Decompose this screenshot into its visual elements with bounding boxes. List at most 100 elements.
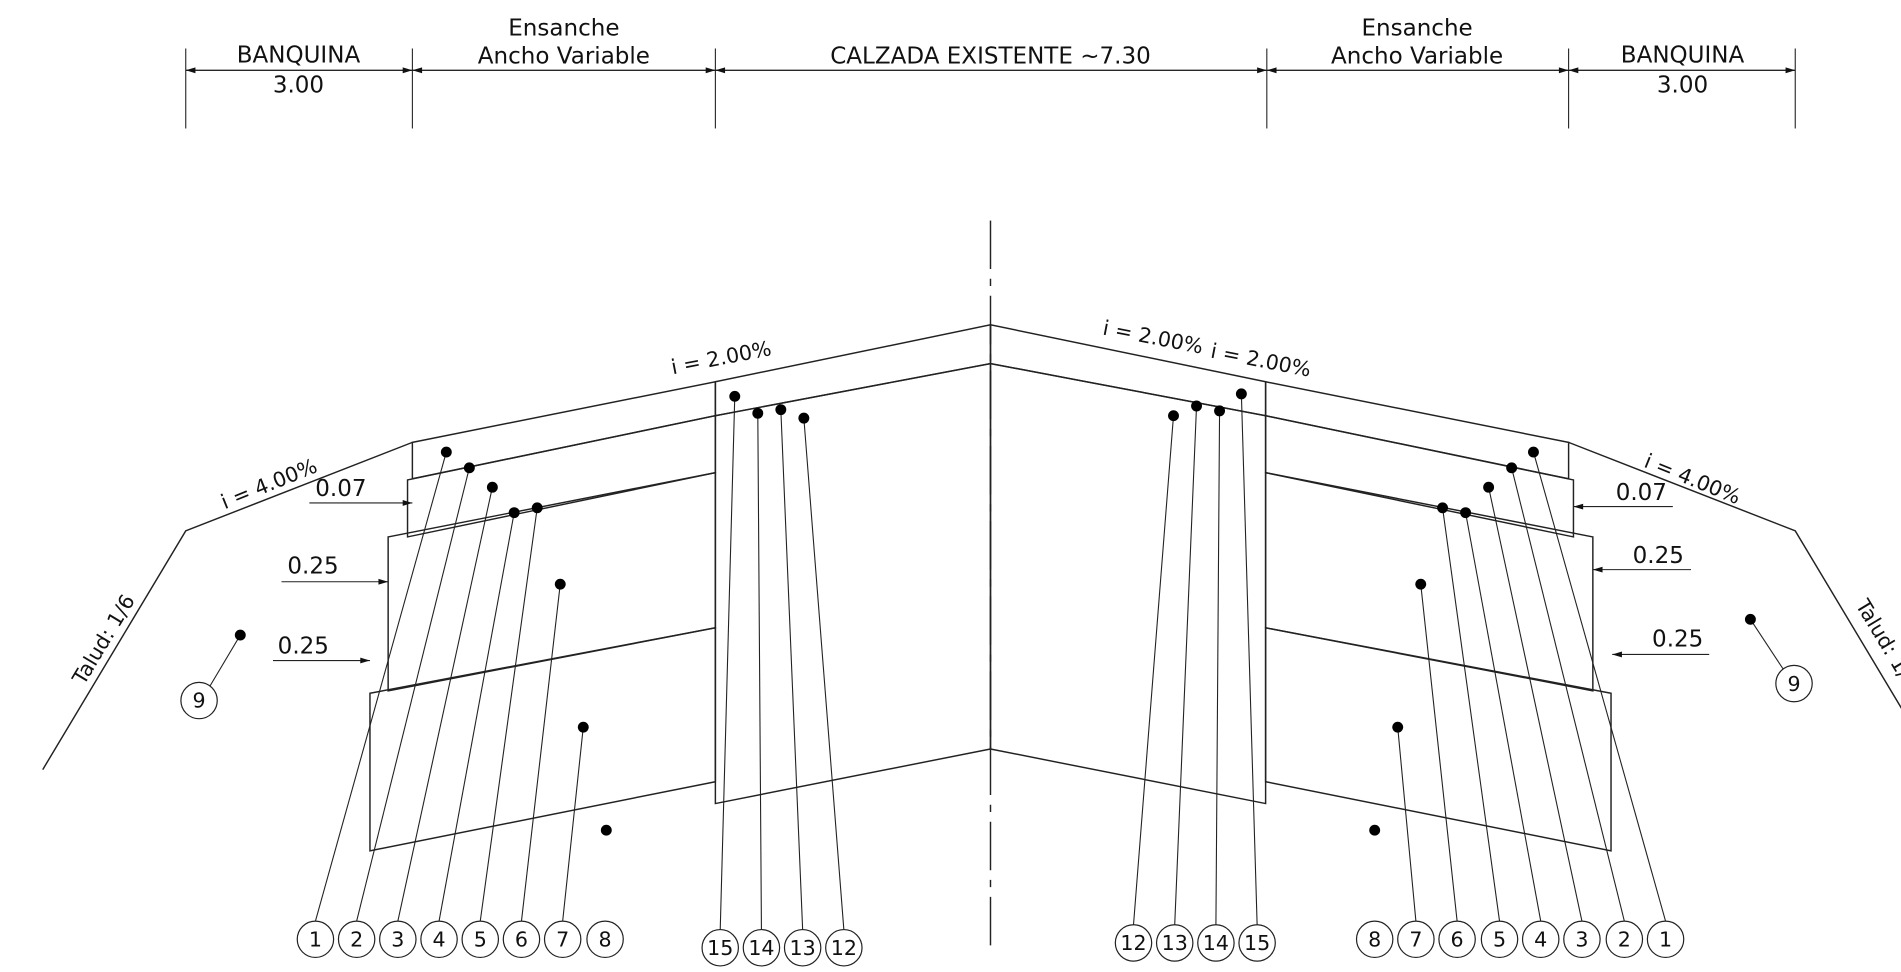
callout-number: 3 bbox=[391, 927, 404, 951]
callout-dot bbox=[1191, 400, 1202, 412]
callout-leader bbox=[719, 396, 736, 930]
callout-leader bbox=[1420, 584, 1458, 922]
thickness-label: 0.25 bbox=[278, 634, 329, 660]
callout-dot bbox=[1528, 446, 1539, 458]
callout-leader bbox=[438, 512, 515, 922]
dim-title: Ensanche bbox=[1361, 16, 1472, 42]
callout-dot bbox=[1168, 410, 1179, 422]
callout-number: 5 bbox=[1493, 927, 1506, 951]
callout-dot bbox=[1235, 388, 1247, 400]
dim-value: Ancho Variable bbox=[478, 43, 650, 69]
callout-number: 14 bbox=[748, 936, 774, 960]
callout-circle bbox=[461, 920, 500, 959]
callout-number: 15 bbox=[707, 936, 733, 960]
callout-number: 15 bbox=[1244, 931, 1270, 955]
callout-dot bbox=[440, 446, 452, 458]
callout-leader bbox=[780, 409, 804, 930]
callout-number: 1 bbox=[309, 927, 322, 951]
callout-leader bbox=[397, 487, 493, 922]
callout-dot bbox=[531, 502, 543, 514]
callout-leader bbox=[1442, 507, 1501, 922]
callout-leader bbox=[1240, 393, 1258, 925]
callout-circle bbox=[1521, 920, 1560, 959]
callout-number: 2 bbox=[1618, 927, 1631, 951]
callout-number: 7 bbox=[1409, 927, 1422, 951]
callout-circle bbox=[1155, 924, 1194, 962]
callout-leader bbox=[209, 634, 241, 687]
callout-circle bbox=[1438, 920, 1476, 959]
dim-value: 3.00 bbox=[273, 73, 324, 99]
dimension-chain: BANQUINA 3.00 Ensanche Ancho Variable CA… bbox=[185, 16, 1796, 129]
callout-dot bbox=[1483, 481, 1495, 493]
callout-leader bbox=[803, 418, 845, 930]
talud-label: Talud: 1/6 bbox=[1850, 594, 1901, 693]
callout-circle bbox=[1775, 664, 1813, 703]
dim-title: Ensanche bbox=[508, 16, 619, 42]
callout-circle bbox=[502, 920, 541, 959]
callout-circle bbox=[1397, 920, 1435, 959]
section-half bbox=[42, 323, 992, 852]
slope-label: i = 2.00% bbox=[1101, 316, 1205, 359]
callout-dot bbox=[577, 721, 589, 733]
callout-dot bbox=[600, 824, 612, 836]
callout-circle bbox=[1114, 924, 1153, 962]
callout-number: 8 bbox=[599, 927, 612, 951]
thickness-label: 0.07 bbox=[1616, 480, 1667, 506]
callout-number: 8 bbox=[1368, 927, 1381, 951]
callout-circle bbox=[1605, 920, 1644, 959]
callout-leader bbox=[1397, 727, 1417, 922]
callout-number: 12 bbox=[831, 936, 857, 960]
callout-circle bbox=[1238, 924, 1276, 962]
callout-dot bbox=[798, 412, 810, 424]
talud-label: Talud: 1/6 bbox=[67, 590, 140, 689]
callout-leader bbox=[1465, 512, 1542, 922]
callout-leader bbox=[1488, 487, 1583, 922]
callout-circle bbox=[1197, 924, 1235, 962]
callout-circle bbox=[586, 920, 624, 959]
callout-leader bbox=[356, 467, 470, 922]
thickness-label: 0.25 bbox=[1652, 626, 1703, 652]
callout-circle bbox=[825, 928, 863, 967]
callout-leader bbox=[1749, 619, 1784, 670]
callout-number: 9 bbox=[1787, 672, 1800, 696]
slope-label: i = 2.00% bbox=[1209, 339, 1313, 382]
callout-number: 5 bbox=[474, 927, 487, 951]
callout-number: 1 bbox=[1659, 927, 1672, 951]
callout-dot bbox=[775, 404, 787, 416]
callout-dot bbox=[1214, 405, 1226, 417]
callout-dot bbox=[1744, 613, 1756, 625]
callout-dot bbox=[1415, 578, 1427, 590]
dim-title: BANQUINA bbox=[1621, 42, 1745, 68]
callout-circle bbox=[180, 681, 218, 720]
callout-dot bbox=[486, 481, 498, 493]
callout-leader bbox=[314, 451, 447, 922]
dim-title: CALZADA EXISTENTE ~7.30 bbox=[830, 43, 1151, 69]
callout-number: 13 bbox=[1162, 931, 1188, 955]
callout-dot bbox=[1369, 824, 1381, 836]
callout-number: 6 bbox=[1451, 927, 1464, 951]
section-half bbox=[989, 323, 1901, 852]
callout-dot bbox=[752, 407, 764, 419]
callout-dot bbox=[1506, 462, 1518, 474]
dim-value: Ancho Variable bbox=[1331, 43, 1503, 69]
thickness-label: 0.07 bbox=[315, 476, 366, 502]
callout-circle bbox=[296, 920, 335, 959]
callout-dot bbox=[234, 629, 246, 641]
callout-circle bbox=[543, 920, 582, 959]
callout-dot bbox=[508, 507, 520, 519]
callout-dot bbox=[554, 578, 566, 590]
dim-value: 3.00 bbox=[1657, 73, 1708, 99]
callouts: 0.070.250.250.070.250.251 2 3 4 5 6 7 8 15 14 13 12… bbox=[180, 388, 1813, 967]
callout-circle bbox=[783, 928, 822, 967]
callout-number: 6 bbox=[515, 927, 528, 951]
thickness-label: 0.25 bbox=[287, 554, 338, 580]
callout-circle bbox=[701, 928, 740, 967]
callout-circle bbox=[379, 920, 417, 959]
callout-circle bbox=[337, 920, 376, 959]
callout-circle bbox=[742, 928, 781, 967]
callout-leader bbox=[1511, 467, 1625, 922]
callout-number: 3 bbox=[1575, 927, 1588, 951]
callout-number: 2 bbox=[350, 927, 363, 951]
callout-number: 12 bbox=[1120, 931, 1146, 955]
